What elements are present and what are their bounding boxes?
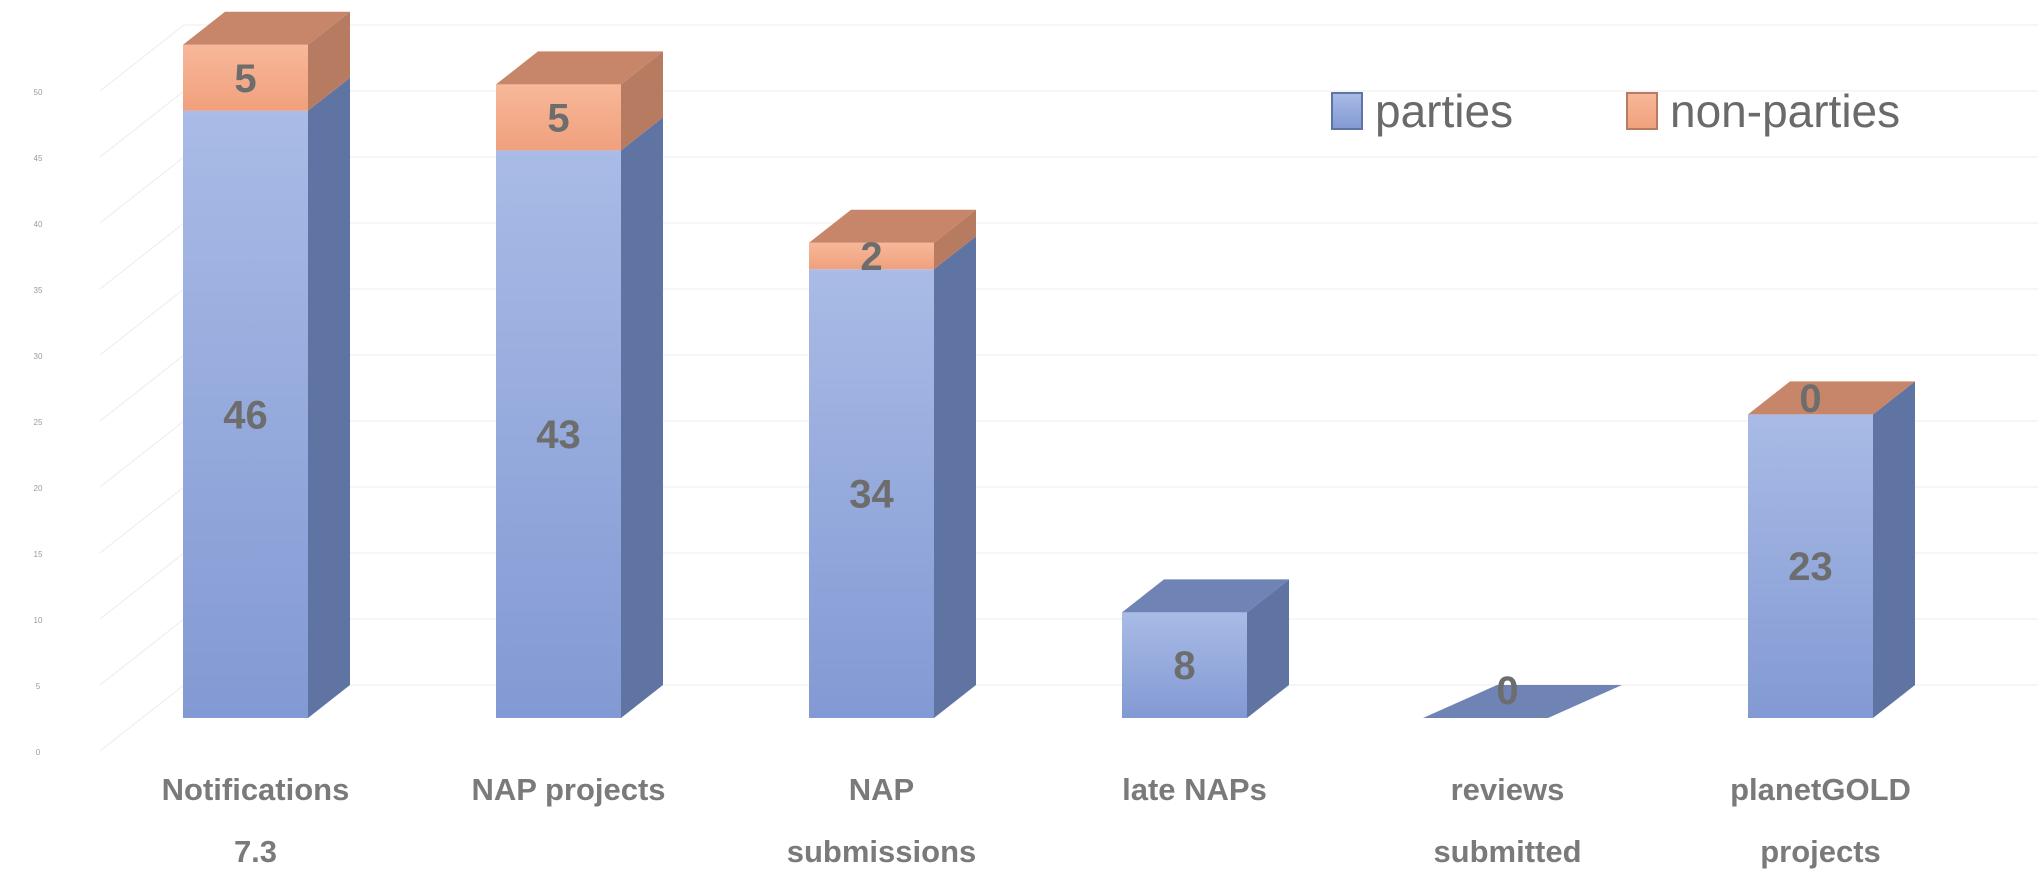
- value-label-non-parties-1: 5: [547, 96, 569, 140]
- bar-front-parties-2: [809, 269, 934, 718]
- legend-swatch-non-parties: [1626, 92, 1658, 130]
- y-tick-label-6: 30: [34, 352, 43, 361]
- bar-front-parties-1: [496, 150, 621, 718]
- y-tick-label-1: 5: [36, 682, 41, 691]
- value-label-parties-5: 23: [1788, 545, 1833, 589]
- category-label-line: late NAPs: [1122, 772, 1267, 807]
- category-label-3: late NAPs: [1122, 772, 1267, 807]
- bar-front-parties-3: [1122, 612, 1247, 718]
- gridline-diagonal-9: [99, 90, 185, 158]
- bar-top-2: [809, 209, 976, 243]
- category-label-line: submissions: [787, 834, 977, 869]
- legend-swatch-parties: [1331, 92, 1363, 130]
- bar-side-parties-2: [934, 236, 976, 718]
- bar-front-parties-5: [1748, 414, 1873, 718]
- value-label-non-parties-2: 2: [860, 235, 882, 279]
- gridline-diagonal-0: [99, 684, 185, 752]
- category-label-line: planetGOLD: [1730, 772, 1911, 807]
- y-tick-label-3: 15: [34, 550, 43, 559]
- y-tick-label-5: 25: [34, 418, 43, 427]
- bar-top-0: [183, 11, 350, 45]
- legend: parties non-parties: [1331, 85, 1900, 137]
- category-label-line: submitted: [1433, 834, 1581, 869]
- category-labels: Notifications 7.3 NAP projects NAP submissio…: [162, 772, 1911, 869]
- bars: 46 5 43 5 34 2 8 0 23 0: [183, 11, 1915, 719]
- value-label-parties-0: 46: [223, 393, 268, 437]
- bar-front-non-parties-0: [183, 44, 308, 111]
- category-label-line: NAP: [849, 772, 914, 807]
- gridline-diagonal-2: [99, 552, 185, 620]
- bar-side-parties-5: [1873, 381, 1915, 718]
- category-label-line: Notifications: [162, 772, 350, 807]
- gridline-diagonal-6: [99, 288, 185, 356]
- gridline-diagonal-8: [99, 156, 185, 224]
- gridline-diagonal-10: [99, 24, 185, 92]
- value-label-parties-3: 8: [1173, 644, 1195, 688]
- category-label-line: reviews: [1451, 772, 1565, 807]
- y-tick-label-2: 10: [34, 616, 43, 625]
- y-tick-label-4: 20: [34, 484, 43, 493]
- bar-front-non-parties-1: [496, 84, 621, 151]
- gridlines: [99, 24, 2038, 752]
- y-tick-label-7: 35: [34, 286, 43, 295]
- gridline-diagonal-3: [99, 486, 185, 554]
- y-axis-ticks: 0 5 10 15 20 25 30 35 40 45 50: [34, 88, 43, 757]
- category-label-5: planetGOLD projects: [1730, 772, 1911, 869]
- category-label-0: Notifications 7.3: [162, 772, 350, 869]
- value-label-parties-4: 0: [1496, 669, 1518, 713]
- bar-front-parties-0: [183, 110, 308, 719]
- bar-side-parties-3: [1247, 579, 1289, 718]
- legend-label-non-parties: non-parties: [1670, 85, 1900, 137]
- category-label-2: NAP submissions: [787, 772, 977, 869]
- value-label-parties-1: 43: [536, 413, 581, 457]
- value-label-parties-2: 34: [849, 473, 894, 517]
- category-label-line: projects: [1760, 834, 1881, 869]
- bar-side-parties-1: [621, 117, 663, 718]
- y-tick-label-8: 40: [34, 220, 43, 229]
- value-label-non-parties-5: 0: [1799, 377, 1821, 421]
- gridline-diagonal-1: [99, 618, 185, 686]
- bar-top-5: [1748, 381, 1915, 415]
- category-label-1: NAP projects: [471, 772, 665, 807]
- gridline-diagonal-5: [99, 354, 185, 422]
- legend-label-parties: parties: [1375, 85, 1513, 137]
- gridline-diagonal-4: [99, 420, 185, 488]
- y-tick-label-0: 0: [36, 748, 41, 757]
- bar-side-non-parties-2: [934, 209, 976, 270]
- bar-top-3: [1122, 579, 1289, 613]
- bar-side-parties-0: [308, 77, 350, 719]
- y-tick-label-9: 45: [34, 154, 43, 163]
- category-label-line: 7.3: [234, 834, 277, 869]
- bar-top-4: [1423, 685, 1622, 718]
- y-tick-label-10: 50: [34, 88, 43, 97]
- value-label-non-parties-0: 5: [234, 57, 256, 101]
- category-label-4: reviews submitted: [1433, 772, 1581, 869]
- bar-top-1: [496, 51, 663, 85]
- bar-front-non-parties-2: [809, 242, 934, 270]
- category-label-line: NAP projects: [471, 772, 665, 807]
- gridline-diagonal-7: [99, 222, 185, 290]
